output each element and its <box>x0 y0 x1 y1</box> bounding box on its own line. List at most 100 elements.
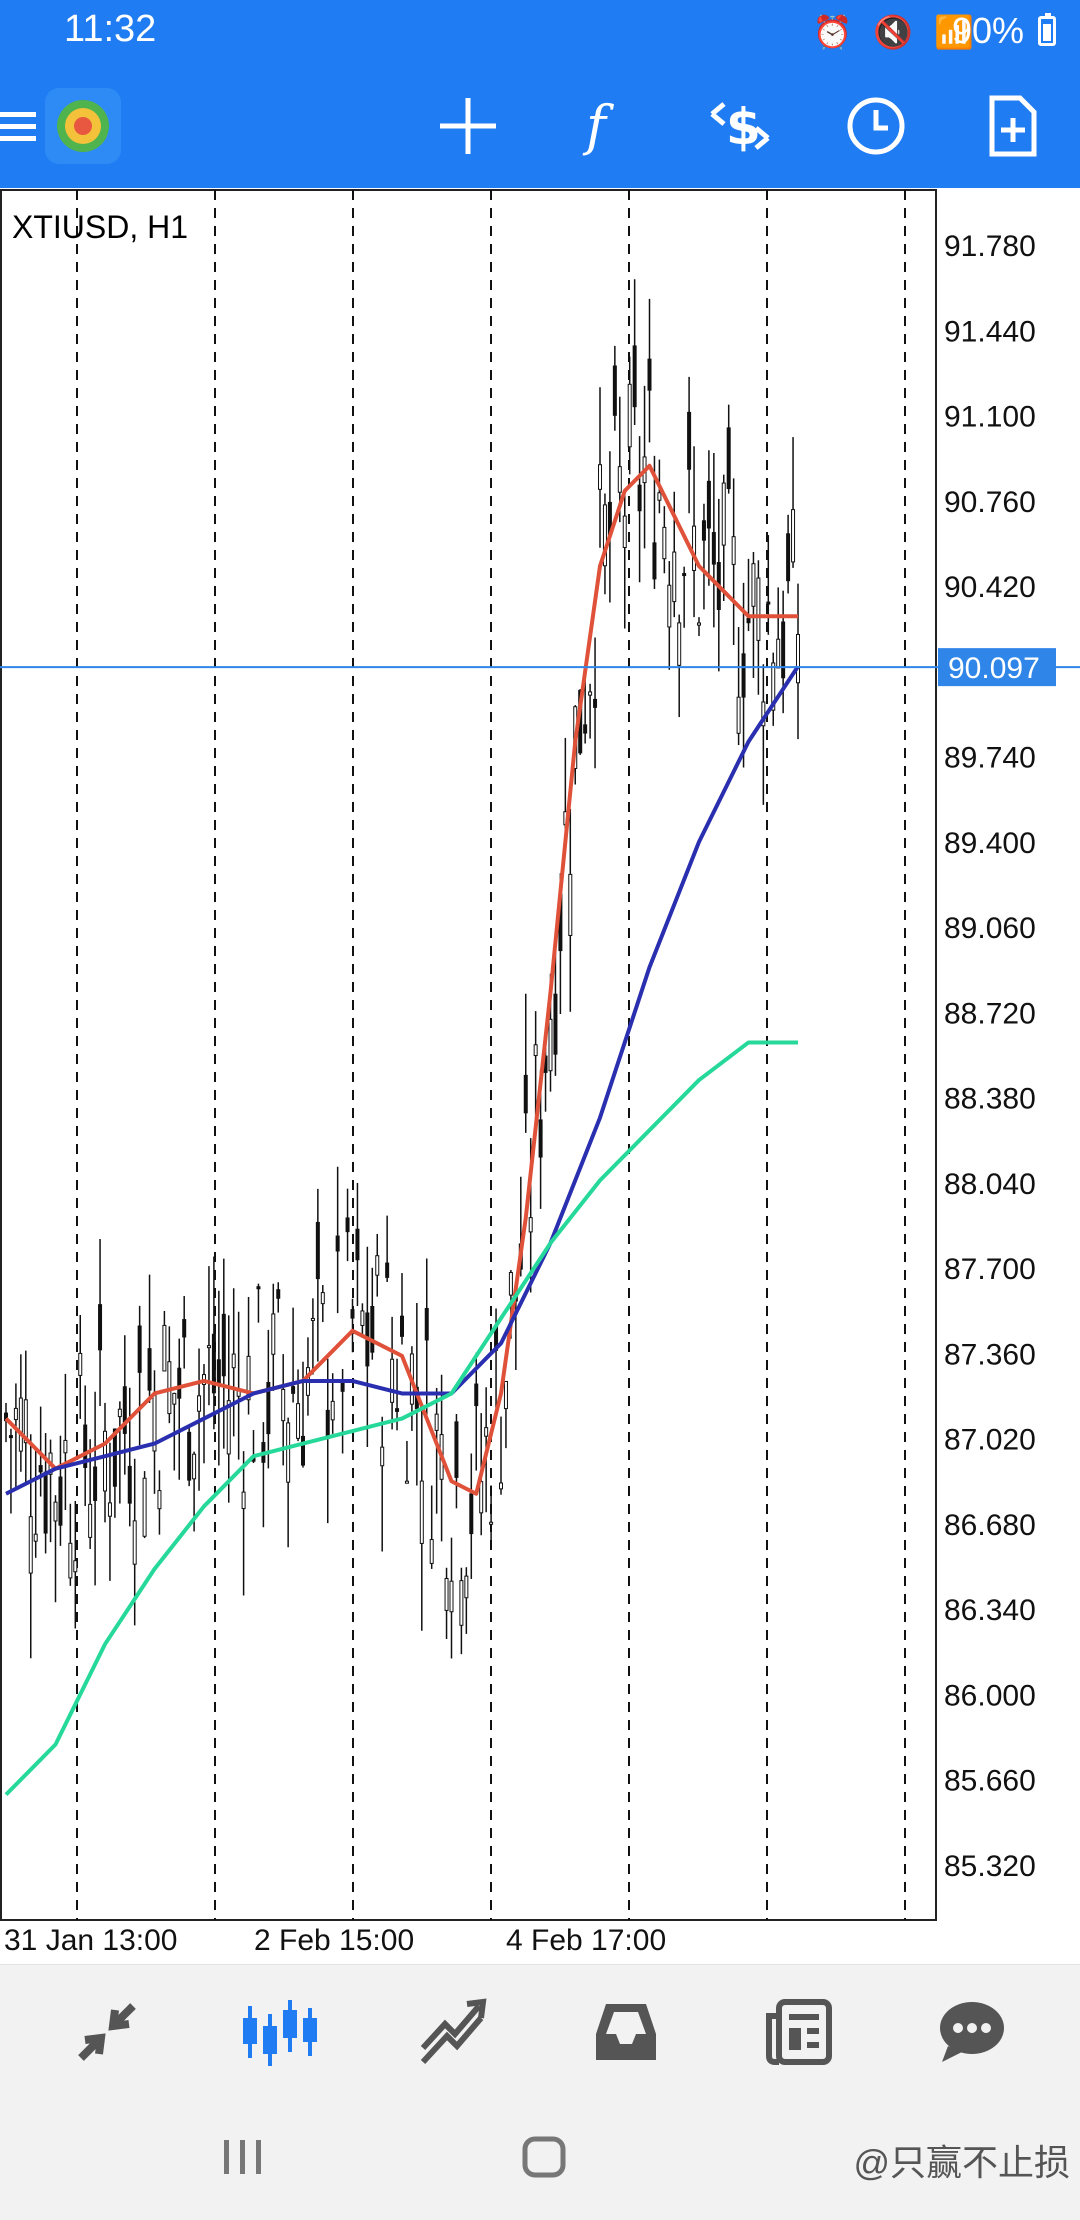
candle-body <box>503 1380 508 1410</box>
menu-icon[interactable] <box>0 86 58 166</box>
vertical-gridlines <box>76 190 906 1920</box>
candle-body <box>246 1355 251 1401</box>
candle-body <box>741 653 746 698</box>
status-icons: ⏰ 🔇 📶 <box>813 13 980 51</box>
candle-body <box>296 1403 301 1439</box>
candle-body <box>444 1577 449 1611</box>
candle-body <box>256 1286 261 1290</box>
candle-body <box>499 1482 503 1490</box>
svg-text:f: f <box>582 94 614 157</box>
templates-icon[interactable] <box>972 86 1052 166</box>
candle-body <box>647 358 652 391</box>
chart-icon[interactable] <box>235 1987 325 2077</box>
candle-body <box>187 1431 192 1481</box>
timeframe-clock-icon[interactable] <box>836 86 916 166</box>
candle-body <box>464 1575 469 1599</box>
alarm-icon: ⏰ <box>812 14 859 50</box>
candle-body <box>93 1466 98 1501</box>
candle-body <box>796 633 800 684</box>
candle-body <box>657 492 662 501</box>
candle-body <box>38 1465 43 1473</box>
candle-body <box>112 1428 117 1487</box>
candle-body <box>424 1307 429 1341</box>
candle-body <box>157 1490 162 1510</box>
chart-area[interactable]: 91.780 91.440 91.100 90.760 90.420 89.740 89.4… <box>0 188 1080 1964</box>
candle-body <box>88 1503 93 1538</box>
candle-body <box>107 1502 112 1517</box>
candle-body <box>672 551 677 603</box>
candle-body <box>335 1235 340 1252</box>
x-tick-label: 2 Feb 15:00 <box>254 1924 414 1957</box>
candle-body <box>687 411 692 470</box>
app-logo[interactable] <box>43 86 123 166</box>
y-tick-label: 88.380 <box>944 1083 1036 1116</box>
candle-body <box>736 696 741 734</box>
trade-icon[interactable]: $ <box>700 86 780 166</box>
price-chart[interactable]: 91.780 91.440 91.100 90.760 90.420 89.740 89.4… <box>0 188 1080 1964</box>
candle-body <box>325 1409 330 1439</box>
candle-body <box>350 1309 355 1319</box>
y-tick-label: 90.760 <box>944 486 1036 519</box>
candle-body <box>756 577 761 641</box>
candle-body <box>241 1491 246 1510</box>
candle-body <box>484 1427 489 1437</box>
y-tick-label: 91.780 <box>944 230 1036 263</box>
quotes-icon[interactable] <box>62 1987 152 2077</box>
candle-body <box>429 1539 434 1564</box>
candle-body <box>271 1313 276 1355</box>
candle-body <box>508 1272 513 1296</box>
candle-body <box>370 1306 375 1353</box>
home-button[interactable] <box>520 2134 570 2185</box>
y-tick-label: 86.340 <box>944 1594 1036 1627</box>
history-icon[interactable] <box>581 1987 671 2077</box>
candle-body <box>459 1580 464 1626</box>
candle-body <box>147 1348 152 1391</box>
candle-body <box>98 1304 103 1351</box>
candle-body <box>286 1422 291 1483</box>
candle-body <box>751 563 756 607</box>
crosshair-icon[interactable] <box>428 86 508 166</box>
battery-icon <box>1038 13 1056 46</box>
trade-nav-icon[interactable] <box>408 1987 498 2077</box>
candle-body <box>28 1516 33 1574</box>
chart-frame <box>0 189 937 1921</box>
candle-body <box>276 1289 281 1299</box>
candle-body <box>122 1386 127 1434</box>
candle-body <box>781 621 786 679</box>
candle-body <box>291 1386 296 1394</box>
candle-body <box>182 1319 187 1338</box>
candle-body <box>68 1542 73 1579</box>
y-tick-label: 89.400 <box>944 827 1036 860</box>
y-tick-label: 86.680 <box>944 1509 1036 1542</box>
candle-body <box>449 1580 454 1613</box>
watermark: @只赢不止损 <box>853 2142 1070 2183</box>
candle-body <box>385 1262 390 1278</box>
chat-icon[interactable] <box>927 1987 1017 2077</box>
candle-body <box>662 526 667 560</box>
candle-body <box>588 691 593 696</box>
candle-body <box>211 1333 216 1394</box>
candle-body <box>127 1465 132 1504</box>
candle-body <box>162 1324 167 1372</box>
indicators-icon[interactable]: f <box>564 86 644 166</box>
candle-body <box>677 622 682 666</box>
y-tick-label: 85.660 <box>944 1765 1036 1798</box>
candle-body <box>637 484 642 512</box>
candle-body <box>103 1430 107 1492</box>
candle-body <box>78 1352 83 1376</box>
candle-body <box>612 365 617 416</box>
recents-button[interactable] <box>220 2134 266 2185</box>
moving-average-line-3 <box>4 1040 798 1797</box>
y-tick-label: 90.420 <box>944 571 1036 604</box>
candle-body <box>786 533 791 582</box>
candle-body <box>731 536 736 565</box>
y-tick-label: 89.740 <box>944 742 1036 775</box>
news-icon[interactable] <box>754 1987 844 2077</box>
system-navigation: @只赢不止损 <box>0 2094 1080 2220</box>
status-time: 11:32 <box>64 8 157 50</box>
candle-body <box>682 573 687 577</box>
candle-body <box>73 1560 78 1573</box>
candle-body <box>791 509 796 563</box>
candle-body <box>345 1217 350 1233</box>
candle-body <box>23 1399 28 1444</box>
